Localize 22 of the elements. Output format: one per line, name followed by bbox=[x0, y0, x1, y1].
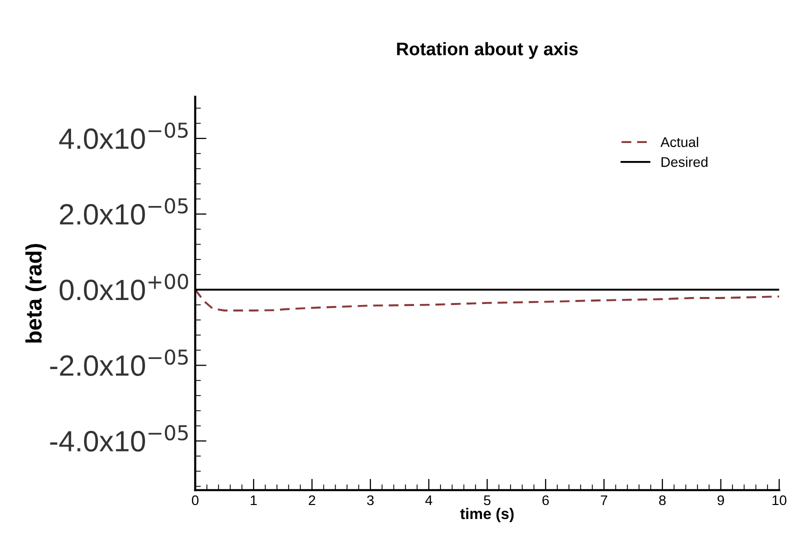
y-tick-label: 2.0x10$^{−05}$ bbox=[60, 198, 188, 225]
x-tick-label: 2 bbox=[308, 495, 316, 506]
x-tick-label: 8 bbox=[659, 495, 666, 506]
x-tick-label: 1 bbox=[250, 495, 257, 506]
legend-label: Desired bbox=[662, 156, 708, 167]
x-tick-label: 5 bbox=[484, 495, 490, 506]
x-tick-label: 7 bbox=[600, 495, 608, 506]
x-tick-label: 0 bbox=[192, 495, 199, 506]
x-tick-label: 9 bbox=[718, 495, 724, 506]
y-tick-label: -2.0x10$^{−05}$ bbox=[50, 349, 188, 376]
x-tick-label: 6 bbox=[542, 495, 549, 506]
x-axis-title: time (s) bbox=[460, 508, 514, 522]
line-series bbox=[195, 288, 780, 312]
x-tick-label: 10 bbox=[772, 495, 786, 506]
y-axis-title: beta (rad) bbox=[25, 244, 46, 343]
chart-title: Rotation about y axis bbox=[397, 42, 578, 59]
y-tick-label: -4.0x10$^{−05}$ bbox=[50, 424, 188, 452]
y-tick-label: 0.0x10$^{+00}$ bbox=[60, 274, 188, 300]
x-tick-label: 4 bbox=[425, 495, 432, 506]
legend-label: Actual bbox=[660, 136, 698, 148]
x-tick-label: 3 bbox=[367, 495, 374, 506]
y-tick-label: 4.0x10$^{−05}$ bbox=[59, 122, 188, 150]
